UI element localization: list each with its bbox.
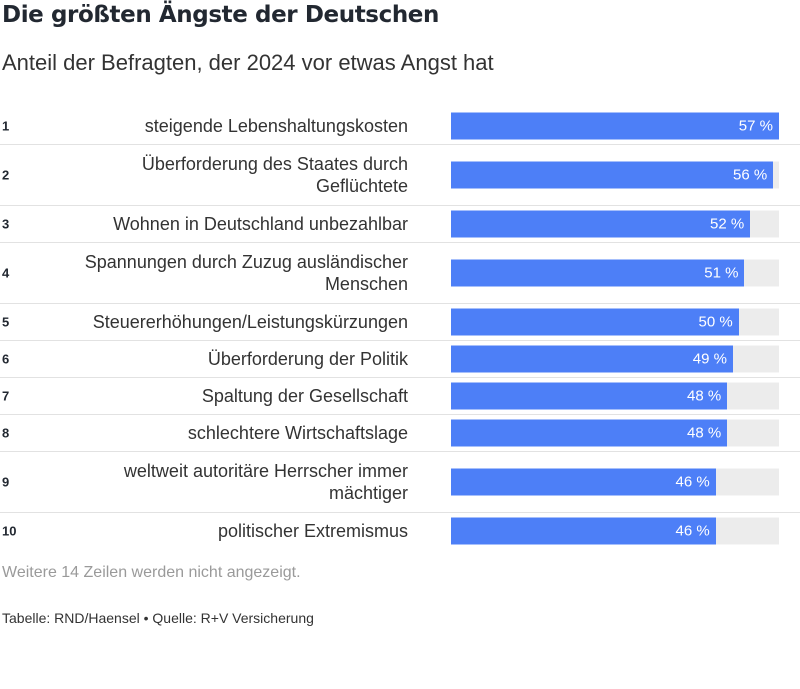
hidden-rows-note: Weitere 14 Zeilen werden nicht angezeigt… [2,564,301,581]
category-label: Überforderung der Politik [207,349,408,369]
value-label: 48 % [687,424,722,442]
bar: 50 % [451,308,739,336]
chart-title: Die größten Ängste der Deutschen [2,2,439,28]
category-label: Überforderung des Staates durch Geflücht… [141,154,408,196]
value-label: 48 % [687,387,722,405]
bar: 49 % [451,345,733,373]
rank-number: 7 [2,388,10,404]
value-label: 49 % [692,350,727,368]
rank-number: 5 [2,314,10,330]
table-row: 5 Steuererhöhungen/Leistungskürzungen 50… [0,304,800,341]
category-label: steigende Lebenshaltungskosten [144,116,408,136]
value-label: 52 % [710,215,745,233]
bar: 57 % [451,112,779,140]
rank-number: 10 [2,523,17,539]
rank-number: 3 [2,216,10,232]
table-row: 4 Spannungen durch Zuzug ausländischer M… [0,243,800,304]
bar: 46 % [451,468,716,496]
table-row: 3 Wohnen in Deutschland unbezahlbar 52 % [0,206,800,243]
category-label: Spannungen durch Zuzug ausländischer Men… [84,252,408,294]
bar-track: 52 % [451,210,779,238]
bar-track: 57 % [451,112,779,140]
value-label: 56 % [733,166,768,184]
rank-number: 6 [2,351,10,367]
value-label: 50 % [698,313,733,331]
value-label: 57 % [738,117,773,135]
table-row: 6 Überforderung der Politik 49 % [0,341,800,378]
chart-subtitle: Anteil der Befragten, der 2024 vor etwas… [2,50,494,75]
rank-number: 9 [2,474,10,490]
value-label: 46 % [675,522,710,540]
source-footer: Tabelle: RND/Haensel • Quelle: R+V Versi… [2,610,314,626]
bar-track: 51 % [451,259,779,287]
table-row: 10 politischer Extremismus 46 % [0,513,800,549]
bar: 56 % [451,161,774,189]
bar-track: 48 % [451,419,779,447]
bar-track: 50 % [451,308,779,336]
rank-number: 2 [2,167,10,183]
bar-track: 49 % [451,345,779,373]
table-row: 7 Spaltung der Gesellschaft 48 % [0,378,800,415]
rank-number: 8 [2,425,10,441]
bar-track: 56 % [451,161,779,189]
table-row: 9 weltweit autoritäre Herrscher immer mä… [0,452,800,513]
category-label: politischer Extremismus [217,521,408,541]
table-row: 2 Überforderung des Staates durch Geflüc… [0,145,800,206]
bar-track: 46 % [451,468,779,496]
category-label: schlechtere Wirtschaftslage [187,423,408,443]
category-label: Wohnen in Deutschland unbezahlbar [113,214,408,234]
rank-number: 1 [2,118,10,134]
category-label: Steuererhöhungen/Leistungskürzungen [92,312,408,332]
bar-track: 46 % [451,517,779,545]
bar: 51 % [451,259,745,287]
bar-track: 48 % [451,382,779,410]
bar: 48 % [451,382,728,410]
category-label: weltweit autoritäre Herrscher immer mäch… [123,461,408,503]
rank-number: 4 [2,265,10,281]
table-row: 1 steigende Lebenshaltungskosten 57 % [0,108,800,145]
bar: 48 % [451,419,728,447]
bar: 52 % [451,210,751,238]
category-label: Spaltung der Gesellschaft [201,386,408,406]
value-label: 51 % [704,264,739,282]
value-label: 46 % [675,473,710,491]
table-row: 8 schlechtere Wirtschaftslage 48 % [0,415,800,452]
bar: 46 % [451,517,716,545]
ranking-table: 1 steigende Lebenshaltungskosten 57 % 2 … [0,108,800,549]
